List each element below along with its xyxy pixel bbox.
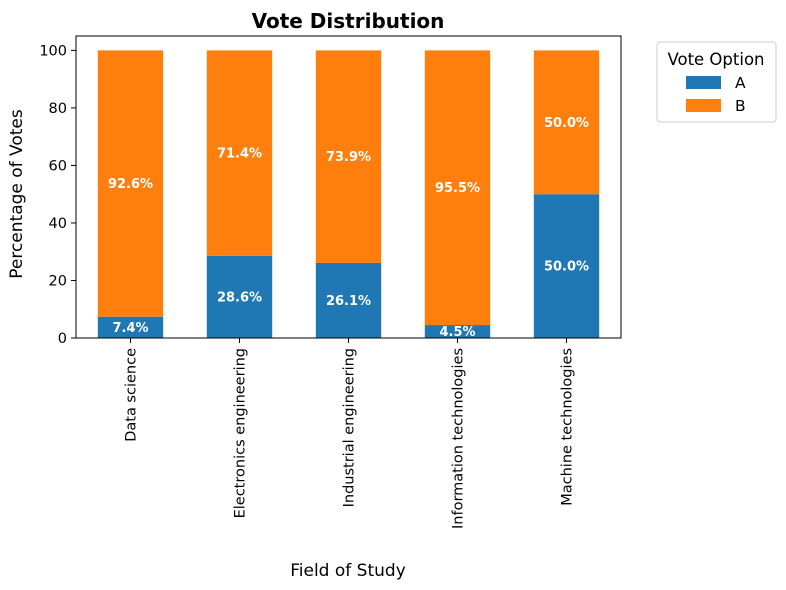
data-label-b-2: 71.4%: [217, 147, 262, 162]
bar-segment-a-1: [97, 316, 164, 338]
x-tick-label: Data science: [124, 348, 140, 442]
data-label-b-5: 50.0%: [544, 116, 589, 131]
bar-segment-b-3: [315, 50, 382, 263]
chart-title: Vote Distribution: [252, 9, 445, 33]
bar-segment-b-2: [206, 50, 273, 256]
y-tick-label: 60: [49, 158, 67, 174]
plot-area: 7.4% 92.6% Data science 28.6% 71.4% Electroni…: [39, 35, 622, 529]
x-axis-label: Field of Study: [290, 561, 406, 581]
data-label-a-5: 50.0%: [544, 260, 589, 275]
bar-segment-a-5: [533, 194, 600, 338]
y-axis-label: Percentage of Votes: [7, 109, 27, 279]
data-label-a-2: 28.6%: [217, 290, 262, 305]
legend-title: Vote Option: [667, 50, 764, 69]
legend: Vote Option AB: [656, 41, 777, 123]
data-label-b-3: 73.9%: [326, 150, 371, 165]
bar-segment-a-3: [315, 262, 382, 338]
y-tick-label: 100: [39, 43, 67, 59]
y-tick-label: 40: [49, 216, 67, 232]
legend-swatch-a: [686, 76, 721, 89]
data-label-b-1: 92.6%: [108, 177, 153, 192]
x-tick-label: Machine technologies: [560, 348, 576, 506]
x-tick-label: Industrial engineering: [342, 348, 358, 507]
bar-segment-a-4: [424, 325, 491, 338]
data-label-a-1: 7.4%: [112, 321, 148, 336]
y-tick-label: 0: [58, 331, 67, 347]
legend-swatch-b: [686, 99, 721, 112]
bar-segment-b-4: [424, 50, 491, 326]
data-label-b-4: 95.5%: [435, 181, 480, 196]
x-tick-label: Information technologies: [451, 348, 467, 529]
data-label-a-4: 4.5%: [439, 325, 475, 340]
data-label-a-3: 26.1%: [326, 294, 371, 309]
bar-segment-b-1: [97, 50, 164, 317]
bar-segment-a-2: [206, 255, 273, 338]
legend-label-b: B: [735, 97, 746, 115]
x-tick-label: Electronics engineering: [233, 348, 249, 518]
plot-frame: [75, 35, 622, 339]
y-tick-label: 80: [49, 101, 67, 117]
legend-label-a: A: [735, 74, 746, 92]
bar-segment-b-5: [533, 50, 600, 195]
y-tick-label: 20: [49, 273, 67, 289]
